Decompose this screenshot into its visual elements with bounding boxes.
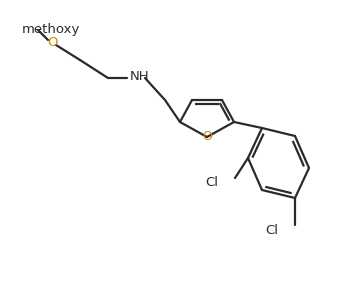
Text: Cl: Cl — [205, 176, 218, 189]
Text: Cl: Cl — [265, 223, 278, 237]
Text: O: O — [202, 130, 212, 144]
Text: O: O — [47, 35, 57, 49]
Text: NH: NH — [130, 69, 150, 83]
Text: methoxy: methoxy — [22, 24, 80, 37]
